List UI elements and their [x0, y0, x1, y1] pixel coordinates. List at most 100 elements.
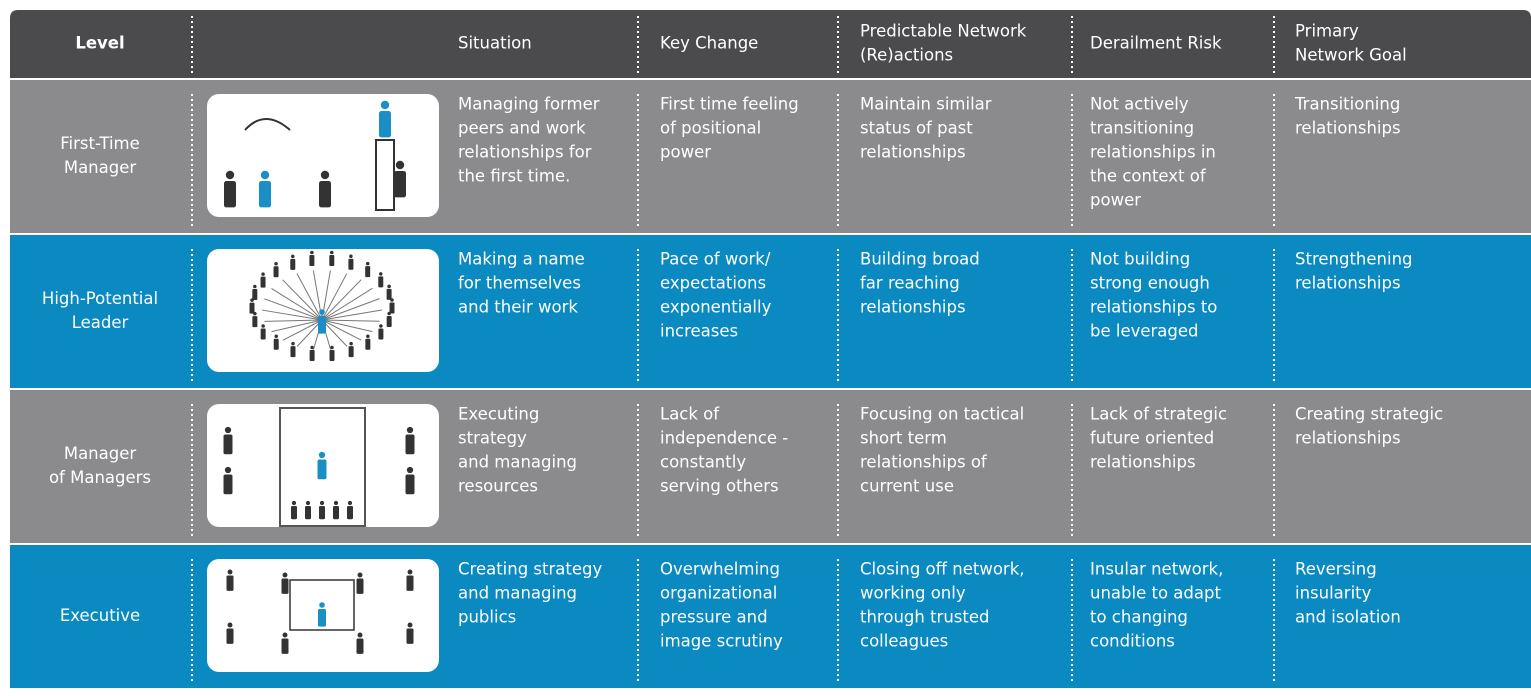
- cell-text: Focusing on tactical: [860, 405, 1024, 424]
- icon-body: [291, 506, 297, 520]
- icon-body: [260, 328, 266, 340]
- icon-body: [348, 346, 354, 358]
- icon-head: [310, 345, 314, 350]
- icon-arrow: [244, 118, 291, 131]
- cell-text: First time feeling: [660, 95, 799, 114]
- icon-body: [389, 302, 395, 314]
- icon-link: [321, 319, 373, 333]
- cell-text: through trusted: [860, 608, 989, 627]
- cell-text: insularity: [1295, 584, 1372, 603]
- icon-body: [405, 474, 415, 495]
- cell-text: relationships: [1295, 119, 1401, 138]
- cell-text: increases: [660, 322, 738, 341]
- icon-head: [282, 632, 288, 638]
- cell-text: to changing: [1090, 608, 1188, 627]
- icon-body: [405, 434, 415, 455]
- header-label: Derailment Risk: [1090, 34, 1222, 53]
- icon-head: [261, 272, 265, 276]
- icon-head: [225, 170, 235, 180]
- cell-text: peers and work: [458, 119, 586, 138]
- icon-head: [274, 262, 278, 266]
- icon-head: [357, 572, 363, 578]
- icon-body: [318, 609, 326, 627]
- icon-body: [309, 350, 315, 362]
- cell-text: Strengthening: [1295, 250, 1413, 269]
- cell-text: relationships in: [1090, 143, 1216, 162]
- cell-text: strong enough: [1090, 274, 1210, 293]
- icon-head: [260, 170, 270, 180]
- icon-body: [305, 506, 311, 520]
- cell-text: organizational: [660, 584, 777, 603]
- cell-text: Creating strategic: [1295, 405, 1443, 424]
- icon-link: [296, 273, 323, 321]
- cell-text: Building broad: [860, 250, 980, 269]
- cell-text: Executing: [458, 405, 539, 424]
- icon-link: [321, 319, 362, 341]
- icon-link: [321, 309, 383, 321]
- row-icon: [207, 559, 439, 672]
- header-label: Key Change: [660, 34, 758, 53]
- icon-body: [386, 288, 392, 300]
- cell-text: pressure and: [660, 608, 768, 627]
- icon-link: [321, 298, 380, 321]
- icon-body: [329, 350, 335, 362]
- icon-body: [365, 338, 371, 350]
- cell-text: conditions: [1090, 632, 1175, 651]
- icon-body: [226, 628, 234, 644]
- cell-text: and isolation: [1295, 608, 1401, 627]
- icon-head: [387, 284, 391, 289]
- icon-head: [319, 602, 325, 608]
- icon-head: [379, 324, 383, 328]
- icon-body: [386, 316, 392, 328]
- cell-text: Closing off network,: [860, 560, 1025, 579]
- cell-text: relationships of: [860, 453, 988, 472]
- icon-body: [356, 578, 364, 594]
- cell-text: relationships: [1295, 429, 1401, 448]
- icon-box: [289, 579, 355, 631]
- icon-body: [406, 575, 414, 591]
- icon-body: [333, 506, 339, 520]
- icon-pedestal: [375, 139, 395, 211]
- icon-head: [406, 426, 414, 434]
- header-label: Situation: [458, 34, 532, 53]
- cell-text: working only: [860, 584, 966, 603]
- level-label: First-Time: [60, 134, 140, 153]
- icon-body: [226, 575, 234, 591]
- cell-text: Lack of strategic: [1090, 405, 1227, 424]
- icon-head: [357, 632, 363, 638]
- cell-text: power: [1090, 191, 1141, 210]
- cell-text: unable to adapt: [1090, 584, 1221, 603]
- icon-head: [253, 284, 257, 289]
- icon-body: [379, 111, 391, 138]
- icon-link: [264, 298, 323, 321]
- icon-body: [281, 638, 289, 654]
- icon-body: [290, 346, 296, 358]
- icon-head: [291, 254, 295, 259]
- icon-head: [282, 572, 288, 578]
- cell-text: Managing former: [458, 95, 600, 114]
- cell-text: colleagues: [860, 632, 948, 651]
- icon-body: [252, 316, 258, 328]
- cell-text: be leveraged: [1090, 322, 1199, 341]
- cell-text: Reversing: [1295, 560, 1377, 579]
- icon-body: [223, 434, 233, 455]
- icon-body: [378, 328, 384, 340]
- level-label: High-Potential: [42, 289, 158, 308]
- level-label: Manager: [64, 444, 137, 463]
- cell-text: Transitioning: [1294, 95, 1400, 114]
- cell-text: relationships: [1295, 274, 1401, 293]
- icon-body: [252, 289, 258, 301]
- row-icon: [207, 249, 439, 372]
- icon-link: [282, 319, 323, 341]
- icon-head: [407, 622, 413, 628]
- icon-body: [406, 628, 414, 644]
- icon-link: [264, 319, 323, 322]
- icon-body: [319, 506, 325, 520]
- icon-body: [273, 338, 279, 350]
- icon-body: [348, 258, 354, 270]
- icon-head: [274, 334, 278, 339]
- level-label: of Managers: [49, 468, 151, 487]
- icon-frame: [279, 407, 366, 527]
- row-icon: [207, 94, 439, 217]
- cell-text: Creating strategy: [458, 560, 602, 579]
